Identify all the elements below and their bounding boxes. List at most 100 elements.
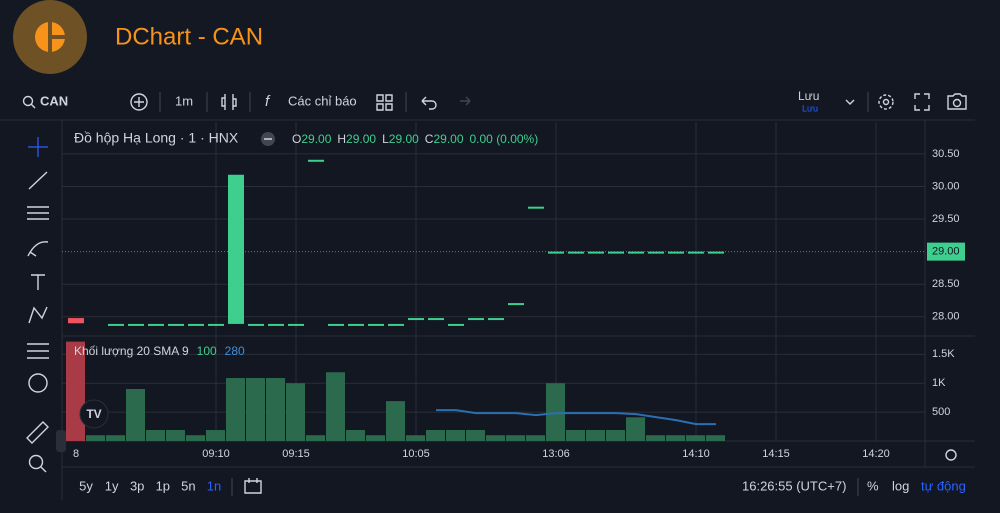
volume-name: Khối lượng 20 SMA 9 bbox=[74, 344, 189, 358]
volume-bar bbox=[506, 435, 525, 441]
axis-settings[interactable] bbox=[945, 449, 957, 461]
volume-bar bbox=[226, 378, 245, 441]
search-icon[interactable] bbox=[22, 95, 34, 107]
tv-logo-text: TV bbox=[86, 407, 101, 421]
collapse-button[interactable] bbox=[56, 430, 66, 452]
candle bbox=[228, 174, 244, 324]
volume-bar bbox=[186, 435, 205, 441]
symbol[interactable]: CAN bbox=[40, 93, 68, 108]
volume-bar bbox=[426, 430, 445, 441]
candle bbox=[148, 323, 164, 326]
header-bar bbox=[0, 0, 1000, 80]
price-tick-label: 30.00 bbox=[932, 180, 960, 192]
crosshair-tool[interactable] bbox=[28, 137, 48, 157]
candle bbox=[248, 323, 264, 326]
volume-bar bbox=[326, 372, 345, 441]
candle bbox=[588, 251, 604, 254]
candle bbox=[468, 318, 484, 321]
volume-bar bbox=[646, 435, 665, 441]
volume-bar bbox=[166, 430, 185, 441]
volume-tick-label: 1K bbox=[932, 377, 946, 389]
volume-bar bbox=[586, 430, 605, 441]
volume-bar bbox=[606, 430, 625, 441]
percent-toggle[interactable]: % bbox=[867, 478, 879, 493]
change: 0.00 (0.00%) bbox=[470, 132, 539, 146]
price-tick-label: 29.50 bbox=[932, 213, 960, 225]
auto-toggle[interactable]: tự động bbox=[921, 478, 966, 493]
layout-button[interactable] bbox=[376, 94, 393, 111]
volume-bar bbox=[206, 430, 225, 441]
volume-legend: Khối lượng 20 SMA 9 100 280 bbox=[74, 344, 245, 358]
volume-bar bbox=[126, 389, 145, 441]
fib-tool[interactable] bbox=[27, 206, 49, 220]
volume-bar bbox=[406, 435, 425, 441]
candle bbox=[448, 323, 464, 326]
last-price-badge bbox=[927, 242, 965, 261]
volume-bar bbox=[286, 383, 305, 441]
candle bbox=[368, 323, 384, 326]
candle bbox=[328, 323, 344, 326]
save-button[interactable]: Lưu bbox=[798, 89, 819, 103]
text-tool[interactable] bbox=[31, 274, 45, 290]
log-toggle[interactable]: log bbox=[892, 478, 909, 493]
candle bbox=[128, 323, 144, 326]
candle bbox=[668, 251, 684, 254]
range-button[interactable]: 5n bbox=[181, 478, 195, 493]
range-button[interactable]: 5y bbox=[79, 478, 93, 493]
compare-button[interactable] bbox=[130, 93, 148, 111]
volume-bar bbox=[346, 430, 365, 441]
range-button[interactable]: 1n bbox=[207, 478, 221, 493]
zoom-tool[interactable] bbox=[28, 454, 44, 470]
interval[interactable]: 1m bbox=[175, 93, 193, 108]
volume-bar bbox=[246, 378, 265, 441]
volume-bar bbox=[446, 430, 465, 441]
volume-bar bbox=[666, 435, 685, 441]
range-button[interactable]: 1p bbox=[156, 478, 170, 493]
volume-bar bbox=[266, 378, 285, 441]
ohlc-value: 29.00 bbox=[389, 132, 419, 146]
indicators-button[interactable]: Các chỉ báo bbox=[288, 93, 357, 108]
candle bbox=[388, 323, 404, 326]
redo-button[interactable] bbox=[460, 96, 471, 106]
time-tick-label: 14:20 bbox=[862, 448, 890, 460]
date-range-button[interactable] bbox=[244, 478, 262, 494]
icon-tool[interactable] bbox=[28, 373, 48, 393]
trendline-tool[interactable] bbox=[28, 171, 48, 190]
candle bbox=[508, 303, 524, 306]
range-button[interactable]: 3p bbox=[130, 478, 144, 493]
candle bbox=[608, 251, 624, 254]
ohlc-label: C bbox=[425, 132, 434, 146]
ohlc-label: O bbox=[292, 132, 301, 146]
settings-button[interactable] bbox=[878, 94, 894, 110]
tv-logo[interactable] bbox=[79, 399, 109, 429]
time-tick-label: 09:15 bbox=[282, 448, 310, 460]
volume-bar bbox=[706, 435, 725, 441]
screenshot-button[interactable] bbox=[947, 93, 967, 110]
grid bbox=[62, 122, 925, 441]
volume-value: 100 bbox=[197, 344, 217, 358]
symbol-legend: Đồ hộp Hạ Long · 1 · HNX bbox=[74, 130, 239, 146]
pattern-tool[interactable] bbox=[28, 306, 48, 324]
fullscreen-button[interactable] bbox=[914, 93, 930, 111]
fx-icon[interactable]: f bbox=[265, 93, 271, 110]
volume-bar bbox=[686, 435, 705, 441]
camera-lens bbox=[952, 98, 962, 108]
volume-bar bbox=[486, 435, 505, 441]
ohlc-label: L bbox=[382, 132, 389, 146]
range-button[interactable]: 1y bbox=[105, 478, 119, 493]
candle bbox=[288, 323, 304, 326]
chart-type-button[interactable] bbox=[221, 94, 237, 110]
save-menu[interactable] bbox=[845, 99, 855, 105]
undo-button[interactable] bbox=[421, 96, 437, 110]
ohlc-value: 29.00 bbox=[346, 132, 376, 146]
measure-tool[interactable] bbox=[26, 421, 49, 444]
brush-tool[interactable] bbox=[27, 241, 49, 257]
prediction-tool[interactable] bbox=[27, 343, 49, 359]
volume-tick-label: 1.5K bbox=[932, 348, 955, 360]
settings-center bbox=[882, 98, 890, 106]
candle bbox=[348, 323, 364, 326]
zoom-handle bbox=[40, 466, 47, 473]
last-price-label: 29.00 bbox=[932, 246, 960, 258]
volume-bar bbox=[86, 435, 105, 441]
